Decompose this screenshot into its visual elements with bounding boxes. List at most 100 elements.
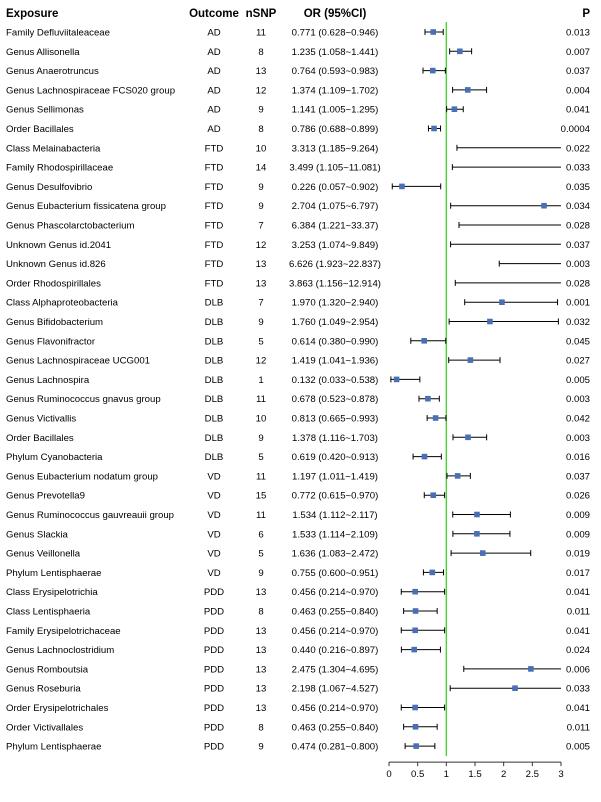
outcome-label: DLB xyxy=(205,394,224,405)
outcome-label: FTD xyxy=(205,143,224,154)
or-ci-text: 0.678 (0.523~0.878) xyxy=(292,394,379,405)
exposure-label: Genus Eubacterium fissicatena group xyxy=(6,201,166,212)
p-value: 0.032 xyxy=(566,317,590,328)
or-point xyxy=(430,492,437,498)
p-value: 0.042 xyxy=(566,414,590,425)
exposure-label: Genus Ruminococcus gnavus group xyxy=(6,394,161,405)
header-or: OR (95%CI) xyxy=(304,8,367,20)
or-point xyxy=(474,531,480,537)
x-tick-label: 1.5 xyxy=(468,769,481,780)
or-point xyxy=(412,588,418,595)
or-ci-text: 1.197 (1.011~1.419) xyxy=(292,471,378,482)
outcome-label: DLB xyxy=(205,298,224,309)
or-point xyxy=(451,106,458,112)
exposure-label: Class Erysipelotrichia xyxy=(6,587,98,598)
or-ci-text: 6.626 (1.923~22.837) xyxy=(289,259,381,270)
exposure-label: Order Rhodospirillales xyxy=(6,278,101,289)
outcome-label: PDD xyxy=(204,722,224,733)
nsnp-value: 14 xyxy=(256,163,267,174)
exposure-label: Genus Victivallis xyxy=(6,414,76,425)
or-point xyxy=(412,704,418,711)
nsnp-value: 15 xyxy=(256,491,267,502)
table-row: Order Victivallales PDD 8 0.463 (0.255~0.84… xyxy=(6,722,590,733)
outcome-label: VD xyxy=(207,529,220,540)
table-row: Genus Lachnospira DLB 1 0.132 (0.033~0.538)… xyxy=(6,375,590,386)
header-nsnp: nSNP xyxy=(246,8,277,20)
p-value: 0.005 xyxy=(566,742,590,753)
p-value: 0.016 xyxy=(566,452,590,463)
or-ci-text: 1.760 (1.049~2.954) xyxy=(292,317,379,328)
nsnp-value: 7 xyxy=(258,298,263,309)
exposure-label: Phylum Lentisphaerae xyxy=(6,742,101,753)
or-ci-text: 0.764 (0.593~0.983) xyxy=(292,66,379,77)
or-ci-text: 0.440 (0.216~0.897) xyxy=(292,645,379,656)
outcome-label: DLB xyxy=(205,414,224,425)
table-row: Class Alphaproteobacteria DLB 7 1.970 (1.32… xyxy=(6,298,590,309)
table-row: Order Erysipelotrichales PDD 13 0.456 (0.21… xyxy=(6,703,590,714)
table-row: Genus Phascolarctobacterium FTD 7 6.384 (1.… xyxy=(6,221,590,232)
nsnp-value: 6 xyxy=(258,529,263,540)
nsnp-value: 13 xyxy=(256,703,267,714)
or-ci-text: 1.141 (1.005~1.295) xyxy=(292,105,379,116)
outcome-label: AD xyxy=(207,28,220,39)
or-point xyxy=(393,376,400,383)
or-point xyxy=(430,29,437,35)
or-point xyxy=(421,453,428,460)
p-value: 0.005 xyxy=(566,375,590,386)
outcome-label: DLB xyxy=(205,375,224,386)
or-ci-text: 1.534 (1.112~2.117) xyxy=(292,510,377,521)
or-ci-text: 0.755 (0.600~0.951) xyxy=(292,568,379,579)
or-ci-text: 3.253 (1.074~9.849) xyxy=(292,240,379,251)
p-value: 0.019 xyxy=(566,549,590,560)
p-value: 0.033 xyxy=(566,684,590,695)
nsnp-value: 5 xyxy=(258,452,263,463)
or-ci-text: 1.636 (1.083~2.472) xyxy=(292,549,379,560)
or-point xyxy=(487,318,493,325)
p-value: 0.033 xyxy=(566,163,590,174)
outcome-label: AD xyxy=(207,47,220,58)
or-ci-text: 0.226 (0.057~0.902) xyxy=(292,182,379,193)
outcome-label: VD xyxy=(207,568,220,579)
p-value: 0.003 xyxy=(566,433,590,444)
p-value: 0.037 xyxy=(566,240,590,251)
table-rows: Family Defluviitaleaceae AD 11 0.771 (0.628… xyxy=(6,28,591,753)
outcome-label: FTD xyxy=(205,259,224,270)
header-p: P xyxy=(582,8,590,20)
outcome-label: AD xyxy=(207,66,220,77)
exposure-label: Genus Slackia xyxy=(6,529,69,540)
plot-area xyxy=(390,22,561,757)
or-ci-text: 0.619 (0.420~0.913) xyxy=(292,452,379,463)
outcome-label: PDD xyxy=(204,645,224,656)
nsnp-value: 9 xyxy=(258,182,263,193)
exposure-label: Genus Lachnospiraceae UCG001 xyxy=(6,356,150,367)
or-point xyxy=(499,299,505,305)
table-header: Exposure Outcome nSNP OR (95%CI) P xyxy=(6,8,590,20)
nsnp-value: 5 xyxy=(258,549,263,560)
outcome-label: DLB xyxy=(205,433,224,444)
nsnp-value: 10 xyxy=(256,414,267,425)
table-row: Genus Bifidobacterium DLB 9 1.760 (1.049~2.… xyxy=(6,317,590,328)
nsnp-value: 7 xyxy=(258,221,263,232)
nsnp-value: 13 xyxy=(256,684,267,695)
nsnp-value: 11 xyxy=(256,471,266,482)
table-row: Genus Ruminococcus gnavus group DLB 11 0.67… xyxy=(6,394,590,405)
exposure-label: Genus Flavonifractor xyxy=(6,336,96,347)
p-value: 0.024 xyxy=(566,645,591,656)
table-row: Genus Veillonella VD 5 1.636 (1.083~2.472) 0… xyxy=(6,549,590,560)
table-row: Genus Ruminococcus gauvreauii group VD 11 1… xyxy=(6,510,590,521)
or-point xyxy=(479,550,486,556)
or-point xyxy=(412,627,418,634)
exposure-label: Genus Ruminococcus gauvreauii group xyxy=(6,510,174,521)
outcome-label: FTD xyxy=(205,201,224,212)
or-point xyxy=(421,338,428,344)
x-tick-label: 1 xyxy=(444,769,449,780)
exposure-label: Family Erysipelotrichaceae xyxy=(6,626,121,637)
or-ci-text: 0.463 (0.255~0.840) xyxy=(292,722,379,733)
or-point xyxy=(457,48,463,55)
p-value: 0.017 xyxy=(566,568,590,579)
p-value: 0.028 xyxy=(566,278,590,289)
nsnp-value: 13 xyxy=(256,587,267,598)
outcome-label: DLB xyxy=(205,356,224,367)
nsnp-value: 13 xyxy=(256,278,267,289)
exposure-label: Class Lentisphaeria xyxy=(6,607,91,618)
